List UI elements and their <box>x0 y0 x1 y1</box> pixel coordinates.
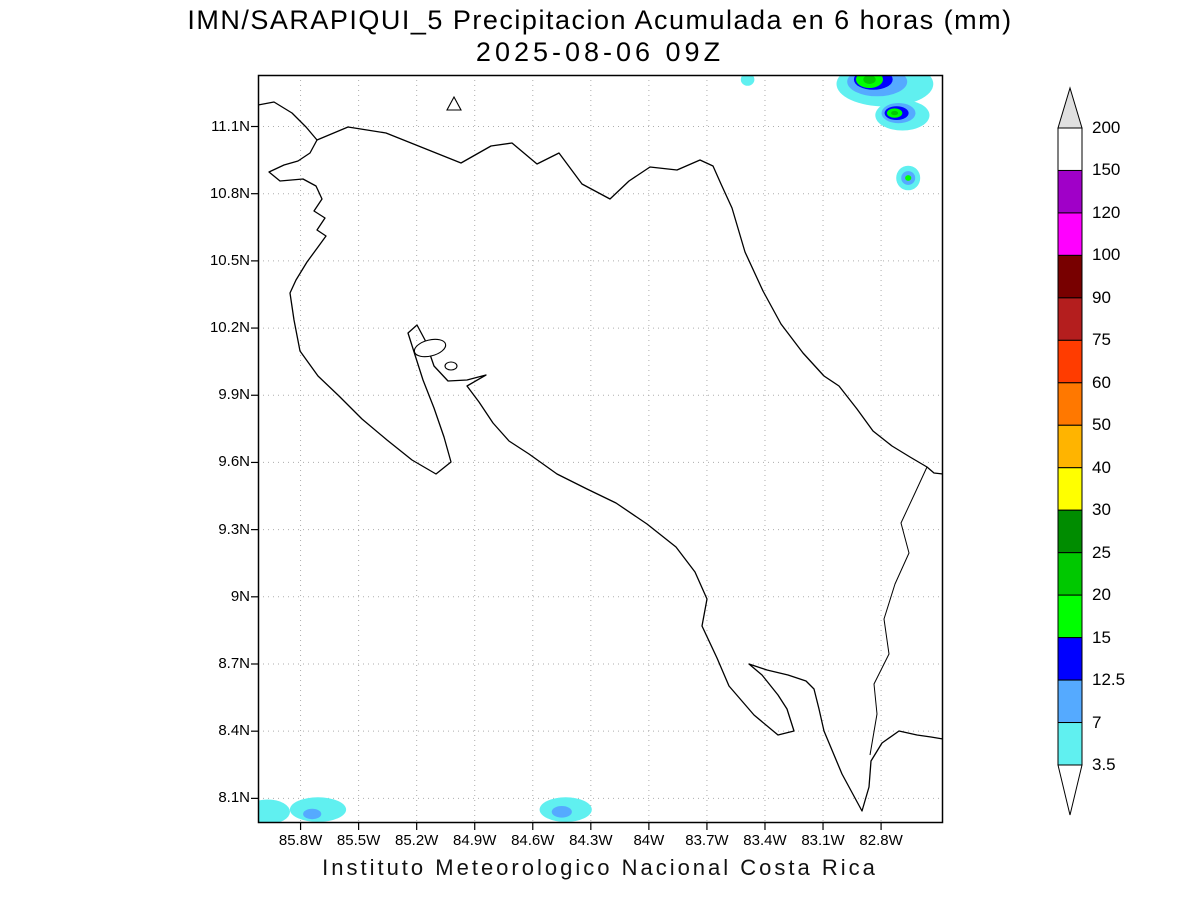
colorbar-segment <box>1057 382 1083 426</box>
x-tick-label: 83.4W <box>743 832 787 849</box>
colorbar-label: 7 <box>1092 712 1102 732</box>
pacific-coastline <box>258 101 943 812</box>
y-tick-label: 10.2N <box>209 319 250 337</box>
y-tick-label: 8.4N <box>218 722 250 740</box>
north-border-and-caribbean-coastline <box>316 126 943 475</box>
x-axis-labels: 85.8W 85.5W 85.2W 84.9W 84.6W 84.3W 84W 83.7W 83… <box>258 75 943 849</box>
latlon-gridlines <box>258 75 943 823</box>
precip-contour-pacific-sw-blob1 <box>258 799 290 823</box>
colorbar-segment <box>1057 637 1083 681</box>
x-tick-label: 84.6W <box>511 832 555 849</box>
chart-title: IMN/SARAPIQUI_5 Precipitacion Acumulada … <box>187 5 1013 35</box>
x-tick-label: 84.9W <box>453 832 497 849</box>
colorbar-segment <box>1057 254 1083 299</box>
colorbar-segment <box>1057 552 1083 596</box>
x-tick-label: 83.1W <box>801 832 845 849</box>
colorbar-label: 15 <box>1092 627 1111 647</box>
map-svg <box>251 74 944 830</box>
colorbar-label: 100 <box>1092 245 1121 265</box>
map-plot-area: 11.1N 10.8N 10.5N 10.2N 9.9N 9.6N 9.3N 9N 8.7N 8.… <box>210 74 944 849</box>
colorbar-segment <box>1057 169 1083 214</box>
colorbar-segment <box>1057 594 1083 639</box>
x-tick-label: 84.3W <box>569 832 613 849</box>
x-tick-label: 85.8W <box>278 832 323 849</box>
x-tick-label: 85.2W <box>394 832 439 849</box>
y-tick-label: 9.9N <box>218 386 250 404</box>
colorbar-label: 12.5 <box>1092 670 1126 690</box>
x-tick-label: 84W <box>633 832 665 849</box>
colorbar-segment <box>1057 127 1083 171</box>
colorbar-segment <box>1057 297 1083 341</box>
y-tick-label: 8.7N <box>218 654 250 672</box>
y-tick-label: 8.1N <box>218 789 250 807</box>
axis-ticks <box>251 125 882 830</box>
footer-caption: Instituto Meteorologico Nacional Costa R… <box>322 855 878 880</box>
costa-rica-coastline <box>258 95 943 812</box>
colorbar-label: 75 <box>1092 330 1111 350</box>
chart-subtitle-datetime: 2025-08-06 09Z <box>475 37 725 67</box>
gulf-island-chira <box>413 338 447 358</box>
y-axis-labels: 11.1N 10.8N 10.5N 10.2N 9.9N 9.6N 9.3N 9N 8.7N 8.… <box>210 75 943 823</box>
colorbar-under-arrow <box>1057 764 1083 816</box>
colorbar-label: 3.5 <box>1092 755 1116 774</box>
precip-contour-caribbean-offshore-speck <box>740 75 755 86</box>
precip-contour-pacific-s-blob-blue <box>551 806 572 818</box>
precip-contour-caribbean-ne-cluster-core <box>863 75 876 84</box>
panama-border <box>869 466 928 756</box>
y-tick-label: 9.6N <box>218 453 250 471</box>
colorbar-label: 200 <box>1092 118 1121 137</box>
triangle-island-marker <box>446 95 462 111</box>
colorbar-segment <box>1057 509 1083 554</box>
x-tick-label: 82.8W <box>859 832 903 849</box>
x-tick-label: 85.5W <box>336 832 381 849</box>
precip-contour-pacific-sw-blob2-blue <box>303 808 322 820</box>
x-tick-label: 83.7W <box>685 832 729 849</box>
colorbar-label: 50 <box>1092 415 1111 435</box>
precip-contour-caribbean-ne-blob2-core <box>891 110 899 116</box>
y-tick-label: 9.3N <box>218 520 250 538</box>
y-tick-label: 10.8N <box>209 184 250 202</box>
colorbar-over-arrow <box>1057 86 1083 129</box>
colorbar-legend: 200 150 120 100 90 75 60 50 40 30 25 20 15 12.5 7 3.5 <box>1040 80 1200 860</box>
colorbar-segment <box>1057 467 1083 511</box>
precip-contour-caribbean-spot-green <box>905 175 912 181</box>
colorbar-label: 120 <box>1092 202 1121 222</box>
plot-frame <box>257 74 944 824</box>
colorbar-label: 20 <box>1092 585 1111 605</box>
colorbar-segment <box>1057 424 1083 469</box>
gulf-island-small <box>444 361 458 371</box>
colorbar-segment <box>1057 212 1083 256</box>
y-tick-label: 11.1N <box>211 117 250 135</box>
colorbar-label: 40 <box>1092 457 1111 477</box>
colorbar-label: 90 <box>1092 287 1111 307</box>
y-tick-label: 10.5N <box>209 251 250 269</box>
colorbar-label: 30 <box>1092 500 1111 520</box>
colorbar-segment <box>1057 339 1083 384</box>
precipitation-contours <box>258 75 934 823</box>
y-tick-label: 9N <box>230 587 250 605</box>
colorbar-label: 60 <box>1092 372 1111 392</box>
colorbar-svg <box>1057 86 1083 816</box>
colorbar-label: 150 <box>1092 160 1121 180</box>
colorbar-segment <box>1057 722 1083 766</box>
colorbar-label: 25 <box>1092 542 1111 562</box>
colorbar-segment <box>1057 679 1083 724</box>
